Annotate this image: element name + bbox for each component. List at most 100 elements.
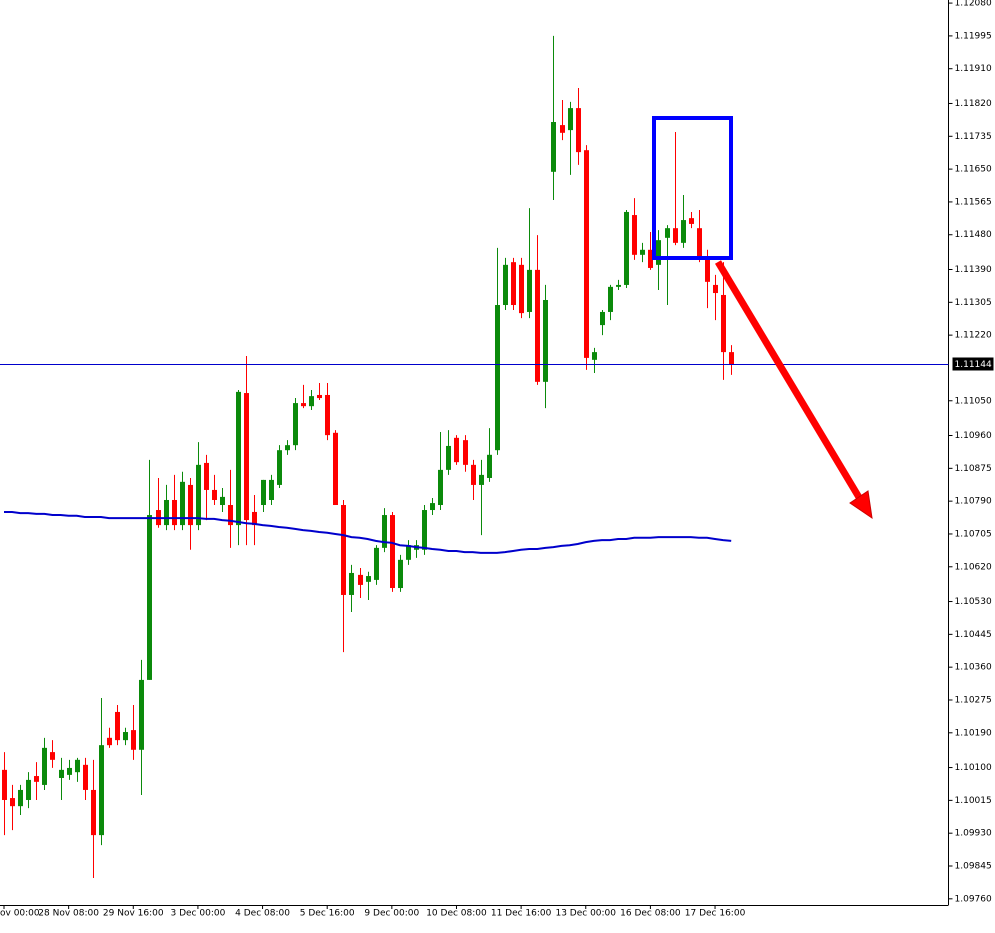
x-tick-label: 9 Dec 00:00 [364,909,419,919]
y-tick-label: 1.11995 [955,31,992,41]
x-tick-label: 28 Nov 08:00 [38,909,99,919]
candle-body [139,679,144,750]
candle-body [358,574,363,585]
candle-body [309,396,314,407]
candle-body [325,394,330,436]
candle-body [293,403,298,446]
candle-body [705,257,710,282]
candle-body [212,489,217,500]
y-tick-label: 1.10960 [955,431,992,441]
candle-body [697,228,702,260]
candle-body [18,789,23,807]
candle-body [59,769,64,778]
candle-body [180,481,185,526]
y-tick-label: 1.11735 [955,132,992,142]
candle-body [673,228,678,243]
candle-body [568,108,573,131]
candle-body [681,220,686,243]
candle-body [99,745,104,836]
candle-body [463,440,468,465]
x-tick-label: 29 Nov 16:00 [103,909,164,919]
candle-body [188,484,193,526]
candle-body [366,576,371,582]
candle-body [317,394,322,399]
candle-body [244,393,249,521]
candle-body [301,403,306,407]
candle-body [479,474,484,485]
candle-body [438,469,443,506]
candle-body [713,284,718,294]
y-tick-label: 1.11050 [955,396,992,406]
candle-body [164,499,169,526]
y-tick-label: 1.11305 [955,298,992,308]
y-tick-label: 1.11480 [955,230,992,240]
candle-body [269,479,274,500]
x-tick-label: 3 Dec 00:00 [171,909,226,919]
candle-body [261,479,266,506]
plot [0,35,949,878]
candle-body [584,150,589,358]
x-tick-label: 5 Dec 16:00 [300,909,355,919]
y-tick-label: 1.10100 [955,763,992,773]
candle-body [236,391,241,526]
candle-body [648,249,653,268]
y-tick-label: 1.10620 [955,562,992,572]
candle-body [600,311,605,326]
candle-body [220,496,225,506]
y-tick-label: 1.11565 [955,197,992,207]
arrow-head [849,490,873,520]
candle-body [560,125,565,133]
candle-body [123,732,128,741]
candle-body [503,264,508,306]
candle-body [341,505,346,595]
candle-body [204,462,209,490]
y-tick-label: 1.09930 [955,829,992,839]
x-tick-label: 16 Dec 08:00 [620,909,681,919]
candle-body [10,798,15,807]
candle-body [172,499,177,526]
candle-body [196,464,201,526]
x-tick-label: 11 Dec 16:00 [491,909,552,919]
x-tick-label: 4 Dec 08:00 [235,909,290,919]
candle-body [115,711,120,741]
y-tick-label: 1.10445 [955,630,992,640]
candle-body [390,515,395,589]
candle-body [285,445,290,451]
candle-body [382,515,387,548]
candle-body [656,240,661,265]
candle-body [519,264,524,314]
y-tick-label: 1.09845 [955,862,992,872]
candle-body [75,759,80,773]
x-tick-label: ov 00:00 [0,909,40,919]
y-tick-label: 1.10275 [955,695,992,705]
y-tick-label: 1.11390 [955,265,992,275]
candle-body [729,352,734,365]
highlight-box [652,116,733,260]
candle-body [616,284,621,287]
candle-body [640,249,645,255]
y-tick-label: 1.12080 [955,0,992,9]
candle-body [34,776,39,782]
candle-body [147,515,152,680]
candle-body [511,262,516,306]
candle-body [91,789,96,836]
candle-body [543,299,548,382]
y-tick-label: 1.11650 [955,165,992,175]
candle-body [608,286,613,312]
candle-body [277,450,282,485]
y-tick-label: 1.10530 [955,597,992,607]
candle-body [2,769,7,800]
candle-body [50,752,55,760]
candle-body [42,747,47,785]
candle-body [454,437,459,463]
y-tick-label: 1.10190 [955,728,992,738]
candle-body [349,572,354,595]
y-tick-label: 1.10790 [955,497,992,507]
y-tick-label: 1.10705 [955,529,992,539]
candle-body [83,764,88,790]
y-tick-label: 1.10875 [955,464,992,474]
y-tick-label: 1.11820 [955,99,992,109]
candle-body [721,294,726,353]
